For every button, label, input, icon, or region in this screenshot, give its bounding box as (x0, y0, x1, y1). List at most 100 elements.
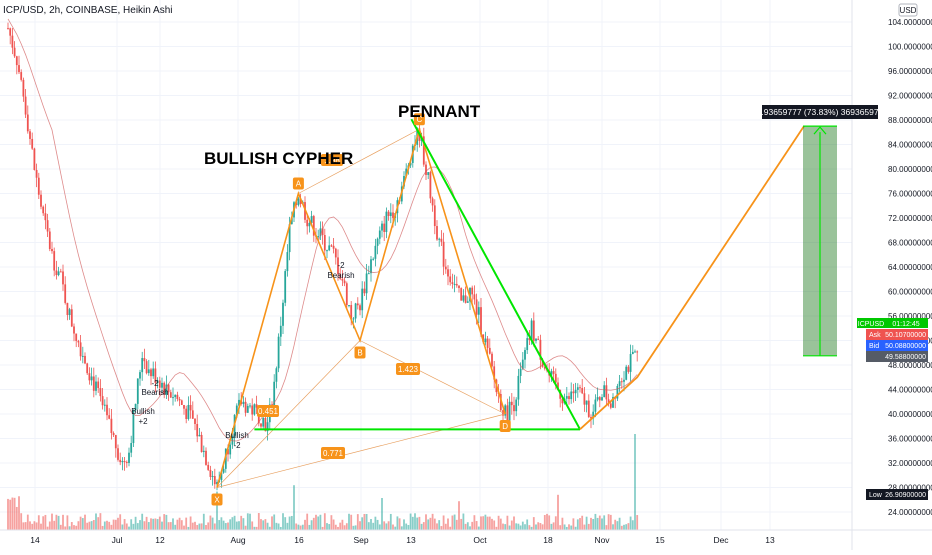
candle-body (616, 385, 619, 399)
volume-bar (427, 519, 430, 530)
volume-bar (11, 497, 14, 530)
volume-bar (515, 523, 518, 530)
candle-body (211, 476, 214, 478)
candle-body (574, 389, 577, 394)
volume-bar (9, 499, 12, 530)
volume-bar (356, 514, 359, 530)
y-tick-label: 92.00000000 (888, 92, 932, 101)
volume-bar (231, 517, 234, 530)
volume-bar (337, 526, 339, 530)
candle-body (466, 301, 469, 303)
candle-body (108, 415, 111, 419)
volume-bar (249, 513, 251, 530)
volume-bar (488, 516, 491, 530)
volume-bar (211, 517, 214, 530)
volume-bar (286, 522, 289, 530)
candle-body (273, 381, 276, 405)
candle-body (436, 226, 438, 240)
candle-body (55, 270, 58, 276)
candle-body (70, 309, 73, 327)
volume-bar (128, 526, 130, 530)
candle-body (57, 271, 60, 276)
candle-body (73, 326, 75, 334)
volume-bar (92, 520, 95, 530)
candle-body (484, 338, 487, 343)
candle-body (488, 347, 491, 354)
currency-badge: USD (900, 6, 917, 15)
candle-body (422, 136, 425, 165)
candle-body (539, 339, 542, 360)
candle-body (462, 295, 465, 301)
candle-body (238, 399, 240, 406)
volume-bar (185, 517, 188, 530)
candle-body (117, 448, 119, 460)
candle-body (121, 461, 124, 463)
candle-body (22, 79, 25, 97)
volume-bar (616, 521, 619, 530)
low-tag-box (866, 489, 928, 500)
volume-bar (519, 525, 522, 530)
volume-bar (29, 521, 31, 530)
volume-bar (438, 520, 441, 530)
currency-badge-box[interactable] (898, 3, 918, 17)
volume-bar (264, 519, 267, 530)
volume-bar (224, 523, 227, 530)
point-d-label-box (499, 420, 511, 432)
volume-bars (7, 434, 639, 530)
volume-bar (194, 521, 196, 530)
volume-bar (20, 513, 23, 530)
volume-bar (482, 516, 485, 530)
candle-body (128, 452, 130, 463)
volume-bar (345, 523, 348, 530)
volume-bar (389, 513, 392, 530)
volume-bar (200, 523, 203, 530)
volume-bar (268, 526, 271, 530)
volume-bar (163, 514, 166, 530)
candle-body (134, 403, 137, 411)
volume-bar (381, 498, 383, 530)
volume-bar (631, 520, 634, 530)
pennant-label: PENNANT (398, 102, 481, 121)
candle-body (163, 382, 166, 395)
volume-bar (513, 516, 515, 530)
ratio-bd-label-box (396, 363, 420, 375)
candle-body (442, 241, 445, 267)
pennant-upper-line (410, 118, 581, 430)
volume-bar (601, 518, 603, 530)
volume-bar (51, 513, 53, 530)
volume-bar (425, 514, 427, 530)
y-tick-label: 72.00000000 (888, 214, 932, 223)
volume-bar (598, 515, 601, 530)
volume-bar (550, 523, 553, 530)
xb-ratio-line (216, 340, 361, 488)
volume-bar (627, 523, 630, 530)
candle-body (350, 305, 353, 319)
candle-body (77, 340, 80, 343)
candle-body (506, 405, 509, 421)
signal-1-top: -2 (151, 379, 159, 388)
candle-body (99, 388, 102, 397)
symbol-tag: ICPUSD (858, 321, 884, 328)
candle-body (334, 248, 337, 258)
ratio-ac-label: 1.98 (324, 156, 340, 165)
y-tick-label: 32.00000000 (888, 459, 932, 468)
volume-bar (583, 524, 586, 530)
volume-bar (469, 526, 471, 530)
volume-bar (477, 526, 480, 530)
candle-body (255, 404, 258, 408)
candle-body (326, 250, 328, 252)
volume-bar (317, 516, 320, 530)
candle-body (158, 380, 161, 388)
volume-bar (288, 516, 291, 530)
volume-bar (132, 523, 135, 530)
candle-body (389, 212, 392, 217)
volume-bar (348, 513, 350, 530)
candle-body (458, 285, 460, 289)
candle-body (385, 211, 388, 232)
volume-bar (73, 525, 75, 530)
volume-bar (587, 523, 590, 530)
candle-body (440, 238, 443, 242)
volume-bar (618, 517, 621, 530)
volume-bar (81, 518, 84, 530)
